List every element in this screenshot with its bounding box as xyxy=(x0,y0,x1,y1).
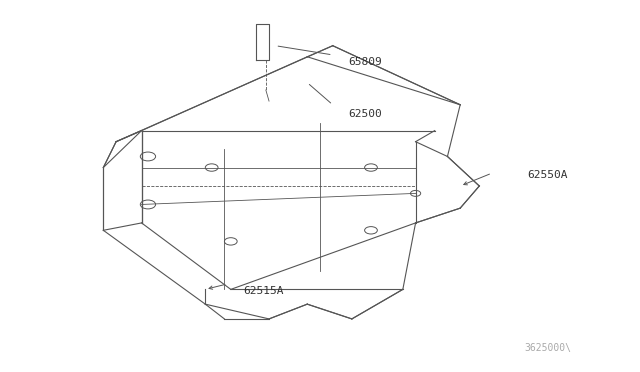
Text: 62550A: 62550A xyxy=(527,170,568,180)
Text: 65809: 65809 xyxy=(349,57,383,67)
Text: 62515A: 62515A xyxy=(244,286,284,296)
Text: 3625000\: 3625000\ xyxy=(524,343,571,353)
Text: 62500: 62500 xyxy=(349,109,383,119)
